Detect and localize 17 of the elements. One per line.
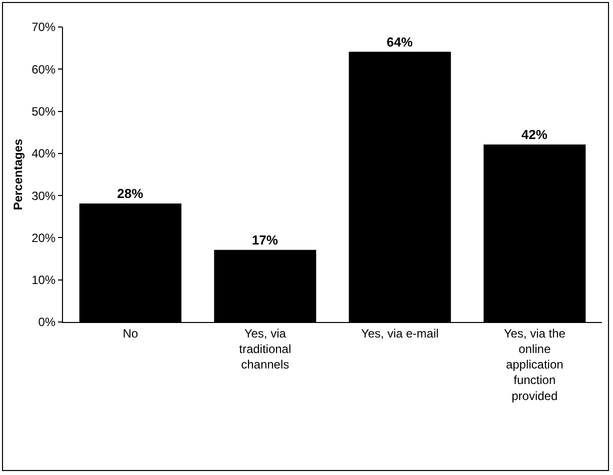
data-label: 17% [252, 232, 278, 248]
y-tick-label: 10% [32, 273, 56, 288]
y-tick-label: 20% [32, 230, 56, 245]
y-tick-label: 70% [32, 20, 56, 34]
x-tick-label: Yes, via the online application function provided [504, 326, 566, 403]
x-tick-label: Yes, via traditional channels [239, 326, 292, 372]
data-label: 28% [117, 186, 144, 201]
data-label: 64% [386, 34, 414, 50]
y-tick-label: 50% [32, 104, 56, 118]
y-axis-title: Percentages [10, 138, 25, 210]
y-tick-label: 0% [38, 315, 56, 330]
y-tick-label: 40% [32, 146, 56, 161]
x-tick-label: Yes, via e-mail [361, 326, 439, 340]
y-tick-label: 60% [32, 62, 56, 76]
y-tick-label: 30% [32, 188, 56, 203]
x-tick-label: No [122, 326, 138, 340]
data-label: 42% [521, 127, 548, 142]
